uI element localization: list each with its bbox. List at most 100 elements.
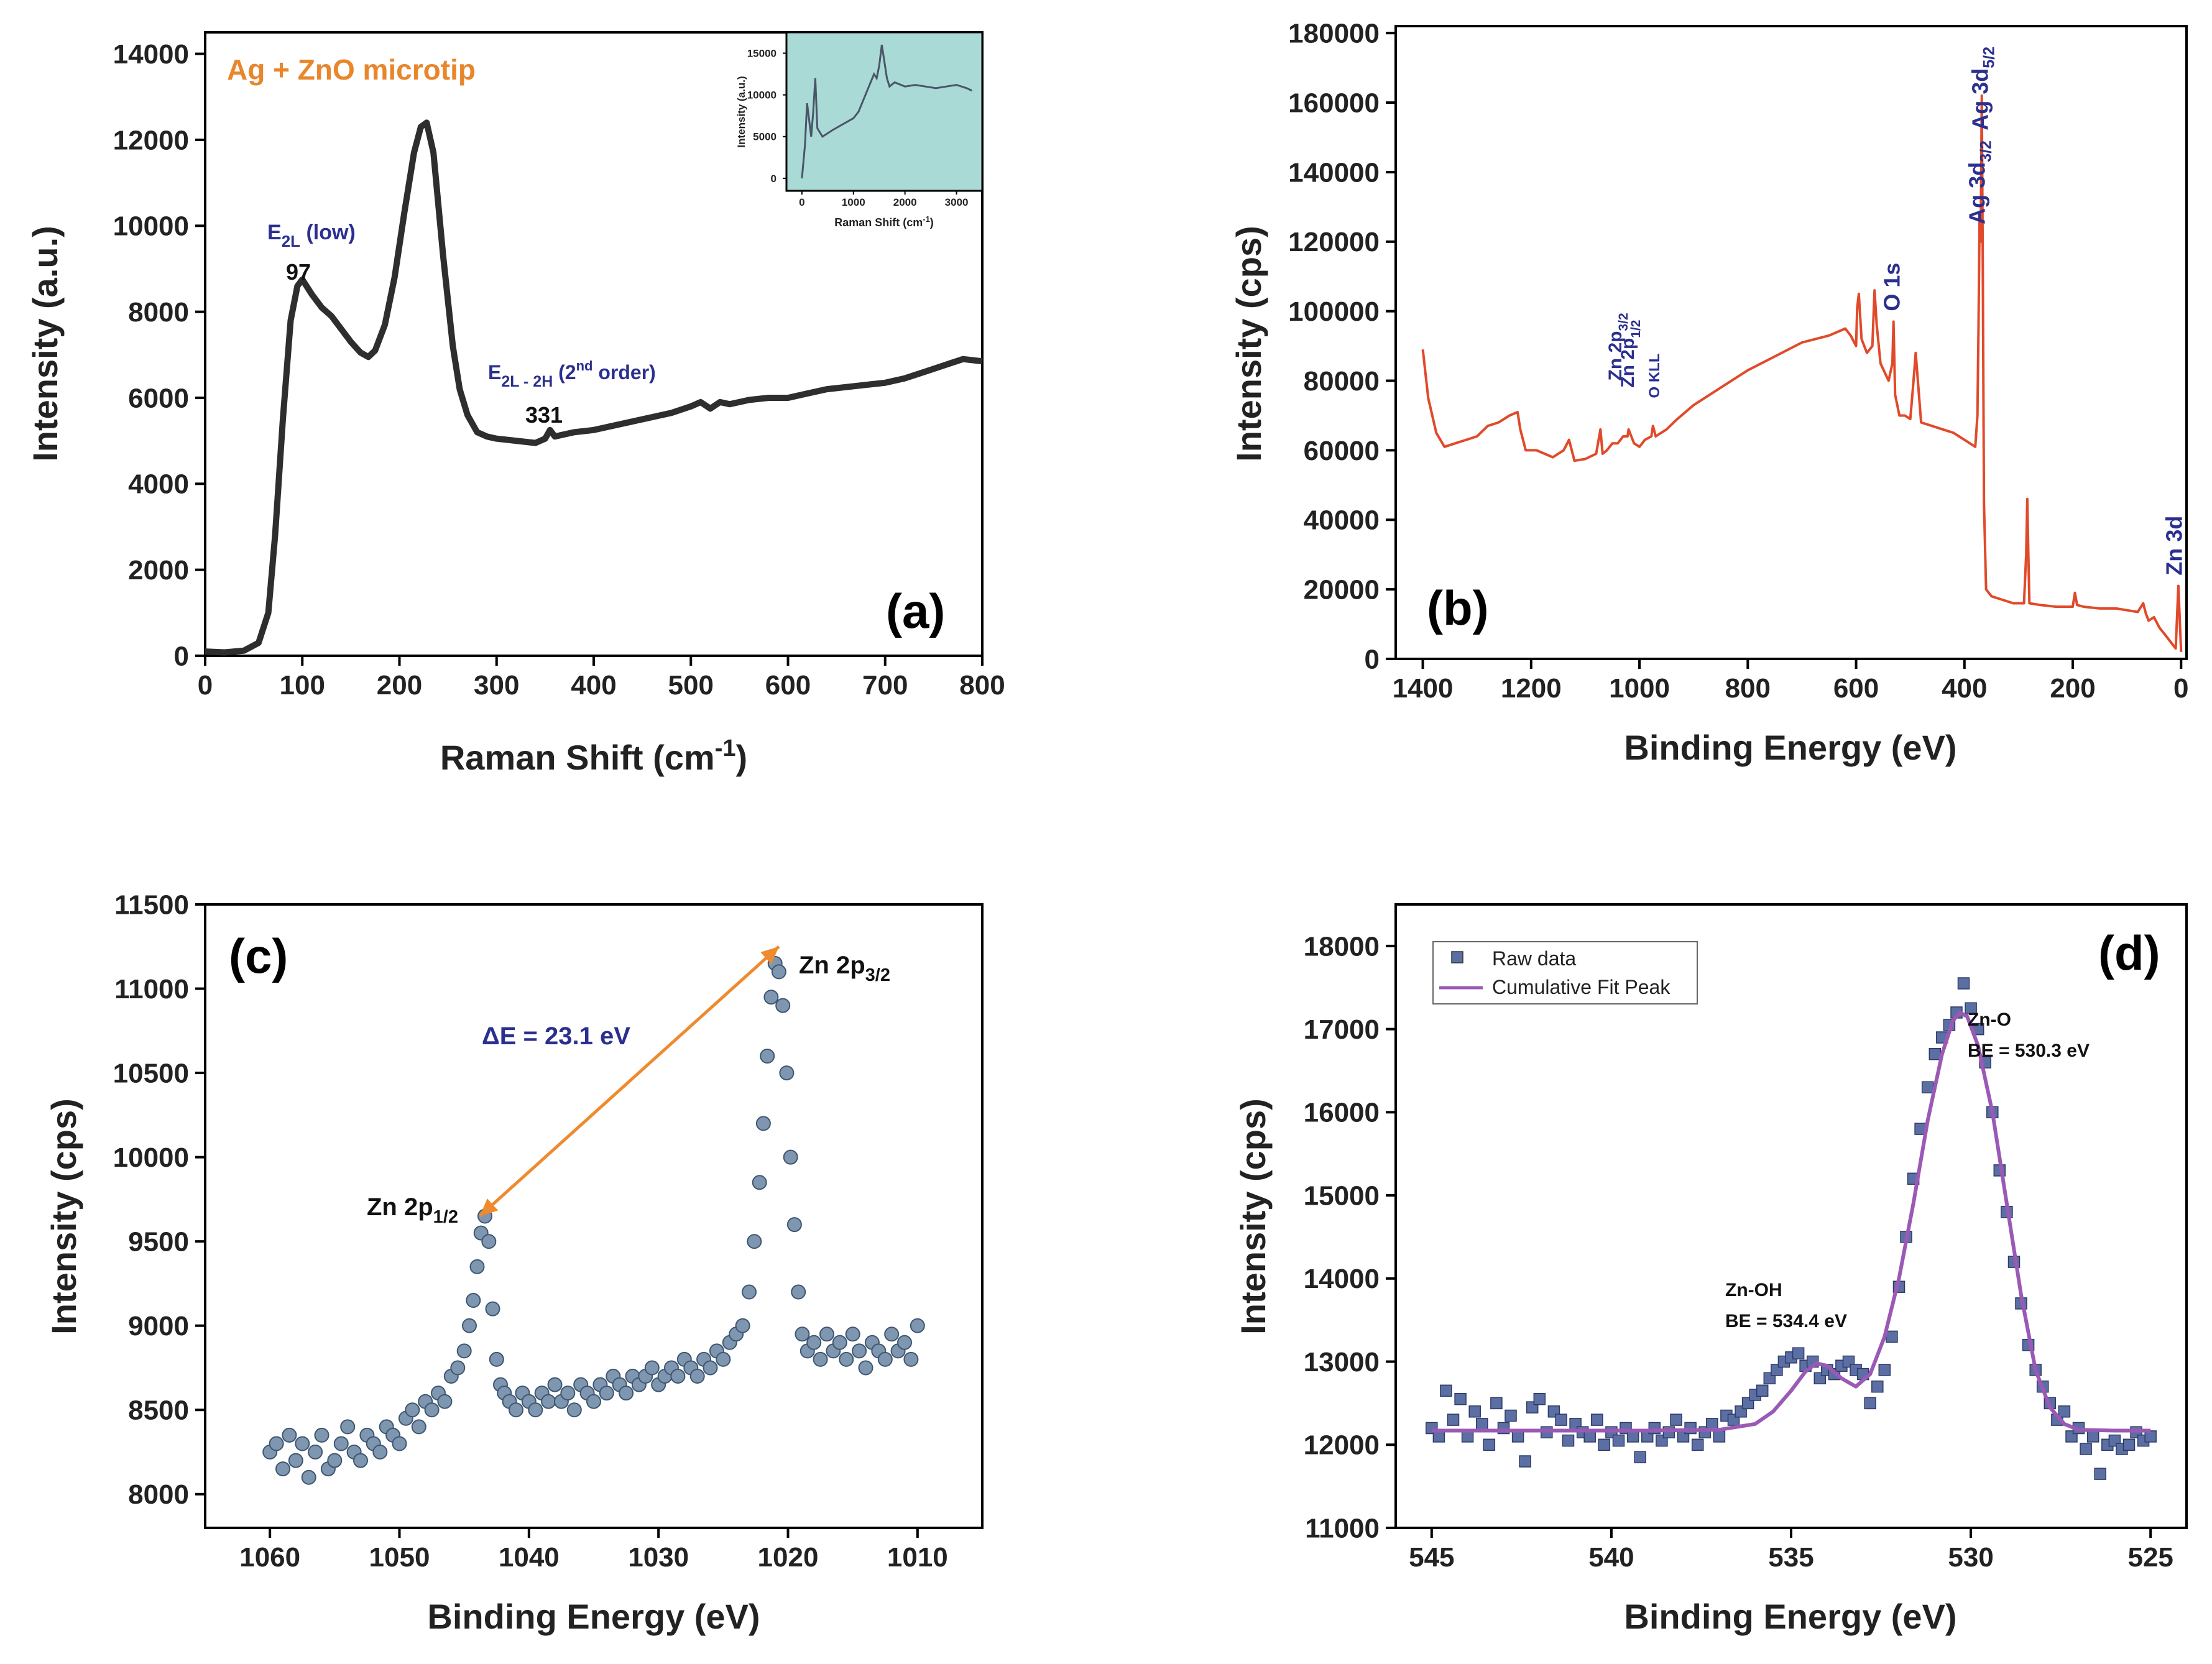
panel-c-data-point <box>466 1293 481 1308</box>
panel-d-ytick-label: 17000 <box>1304 1014 1380 1045</box>
panel-d-xtick-label: 545 <box>1409 1542 1454 1573</box>
panel-c-zn2p-chart: 1060 1050 1040 1030 1020 1010 8000 8500 9000 9500… <box>44 889 984 1636</box>
panel-a-xtick-label: 500 <box>668 670 714 701</box>
panel-c-data-point <box>771 964 786 980</box>
panel-d-xtick-label: 540 <box>1588 1542 1634 1573</box>
panel-c-xlabel: Binding Energy (eV) <box>427 1597 760 1636</box>
panel-c-data-point <box>485 1301 500 1317</box>
panel-b-xlabel: Binding Energy (eV) <box>1624 728 1956 767</box>
panel-c-xtick-label: 1050 <box>369 1542 430 1573</box>
panel-a-xtick-label: 700 <box>862 670 908 701</box>
panel-a-inset-xtick-label: 0 <box>799 196 804 208</box>
panel-a-inset-xtick-label: 2000 <box>893 196 917 208</box>
panel-c-data-point <box>619 1386 634 1401</box>
panel-b-survey-line <box>1421 94 2183 652</box>
panel-c-xtick-label: 1010 <box>887 1542 948 1573</box>
panel-b-ytick-label: 0 <box>1365 644 1380 674</box>
panel-c-ytick-label: 10500 <box>113 1058 189 1088</box>
panel-b-ytick-label: 40000 <box>1304 505 1380 536</box>
panel-c-data-point <box>852 1343 867 1359</box>
panel-d-data-point <box>1440 1384 1452 1397</box>
panel-a-xtick-label: 400 <box>571 670 616 701</box>
panel-c-data-point <box>295 1436 310 1451</box>
panel-d-xtick-label: 525 <box>2127 1542 2173 1573</box>
panel-b-peak-label: Zn 3d <box>2162 516 2187 576</box>
panel-a-peak2-label: E2L - 2H (2nd order) <box>488 358 656 390</box>
panel-c-ytick-label: 10000 <box>113 1142 189 1173</box>
panel-a-inset-ticks: 0 1000 2000 3000 0 5000 10000 15000 <box>747 48 969 208</box>
panel-a-ytick-label: 14000 <box>113 39 189 70</box>
panel-d-data-point <box>2058 1405 2071 1418</box>
panel-a-ytick-label: 8000 <box>128 297 189 328</box>
panel-d-data-point <box>1713 1430 1726 1443</box>
panel-d-peak2-be: BE = 534.4 eV <box>1725 1311 1847 1331</box>
panel-d-data-point <box>1634 1451 1646 1464</box>
panel-a-ytick-label: 6000 <box>128 383 189 413</box>
panel-c-data-point <box>528 1402 543 1418</box>
panel-d-data-point <box>1662 1426 1675 1438</box>
panel-b-ytick-label: 60000 <box>1304 436 1380 466</box>
panel-d-o1s-chart: 545 540 535 530 525 11000 12000 13000 14000 15000… <box>1233 903 2188 1636</box>
panel-b-xtick-label: 1400 <box>1393 673 1454 704</box>
panel-c-data-point <box>703 1360 718 1376</box>
panel-c-ytick-label: 9000 <box>128 1311 189 1341</box>
panel-d-data-point <box>1929 1047 1942 1060</box>
panel-d-data-point <box>2122 1438 2136 1451</box>
panel-c-data-point <box>689 1369 705 1384</box>
panel-d-data-point <box>1583 1430 1596 1443</box>
panel-c-data-point <box>735 1318 750 1333</box>
panel-c-data-point <box>327 1453 343 1468</box>
panel-c-ytick-label: 8500 <box>128 1395 189 1426</box>
panel-a-inset-line <box>801 44 973 179</box>
panel-a-inset-ytick-label: 5000 <box>753 131 777 143</box>
panel-b-ytick-label: 120000 <box>1288 227 1380 257</box>
panel-a-ylabel: Intensity (a.u.) <box>25 226 65 462</box>
panel-d-data-point <box>1490 1397 1503 1410</box>
panel-b-ylabel: Intensity (cps) <box>1229 226 1268 462</box>
panel-d-data-point <box>2080 1443 2092 1455</box>
panel-c-data-point <box>462 1318 477 1333</box>
panel-a-xtick-label: 600 <box>765 670 811 701</box>
panel-c-data-point <box>779 1065 795 1081</box>
panel-d-data-point <box>1612 1434 1625 1447</box>
panel-d-data-point <box>1957 977 1970 990</box>
panel-c-ytick-label: 8000 <box>128 1479 189 1510</box>
panel-b-xtick-label: 800 <box>1725 673 1771 704</box>
panel-a-raman-chart: 0 100 200 300 400 500 600 700 800020004000600080… <box>25 31 1005 777</box>
panel-c-data-point <box>333 1436 349 1451</box>
panel-c-data-point <box>760 1049 775 1064</box>
panel-d-ytick-label: 11000 <box>1305 1513 1380 1543</box>
panel-c-data-point <box>644 1360 660 1376</box>
panel-c-xtick-label: 1060 <box>239 1542 300 1573</box>
panel-b-xtick-label: 200 <box>2050 673 2095 704</box>
panel-d-ytick-label: 15000 <box>1304 1180 1380 1211</box>
panel-c-xtick-label: 1020 <box>758 1542 819 1573</box>
panel-b-peak-label: Zn 2p3/2 <box>1605 313 1631 380</box>
panel-c-delta-arrow <box>478 945 780 1218</box>
panel-a-peak1-value: 97 <box>286 259 311 285</box>
panel-c-data-point <box>288 1453 303 1468</box>
panel-c-ylabel: Intensity (cps) <box>44 1098 83 1335</box>
panel-d-data-point <box>1454 1392 1467 1405</box>
panel-c-plot-area <box>204 903 984 1529</box>
panel-d-data-point <box>1511 1430 1524 1443</box>
panel-c-arrow-line <box>478 945 780 1218</box>
panel-d-legend-box <box>1432 941 1698 1004</box>
panel-a-inset-xtick-label: 3000 <box>945 196 969 208</box>
panel-c-data-point <box>845 1326 860 1342</box>
panel-d-data-point <box>1756 1384 1769 1397</box>
panel-d-legend-raw-label: Raw data <box>1492 947 1576 970</box>
panel-b-ytick-label: 100000 <box>1288 296 1380 327</box>
panel-c-points <box>262 955 925 1485</box>
panel-d-ticks: 545 540 535 530 525 11000 12000 13000 14000 15000… <box>1304 931 2173 1573</box>
panel-c-data-point <box>742 1284 757 1300</box>
panel-c-data-point <box>411 1419 426 1435</box>
panel-a-xtick-label: 300 <box>474 670 519 701</box>
panel-a-label: (a) <box>886 584 945 638</box>
panel-d-ytick-label: 12000 <box>1304 1430 1380 1461</box>
panel-d-data-point <box>1476 1418 1488 1430</box>
panel-d-ylabel: Intensity (cps) <box>1233 1098 1273 1335</box>
panel-b-ticks: 1400 1200 1000 800 600 400 200 0020000400006000… <box>1288 19 2188 704</box>
panel-a-ytick-label: 10000 <box>113 211 189 242</box>
panel-d-data-point <box>1871 1380 1884 1393</box>
